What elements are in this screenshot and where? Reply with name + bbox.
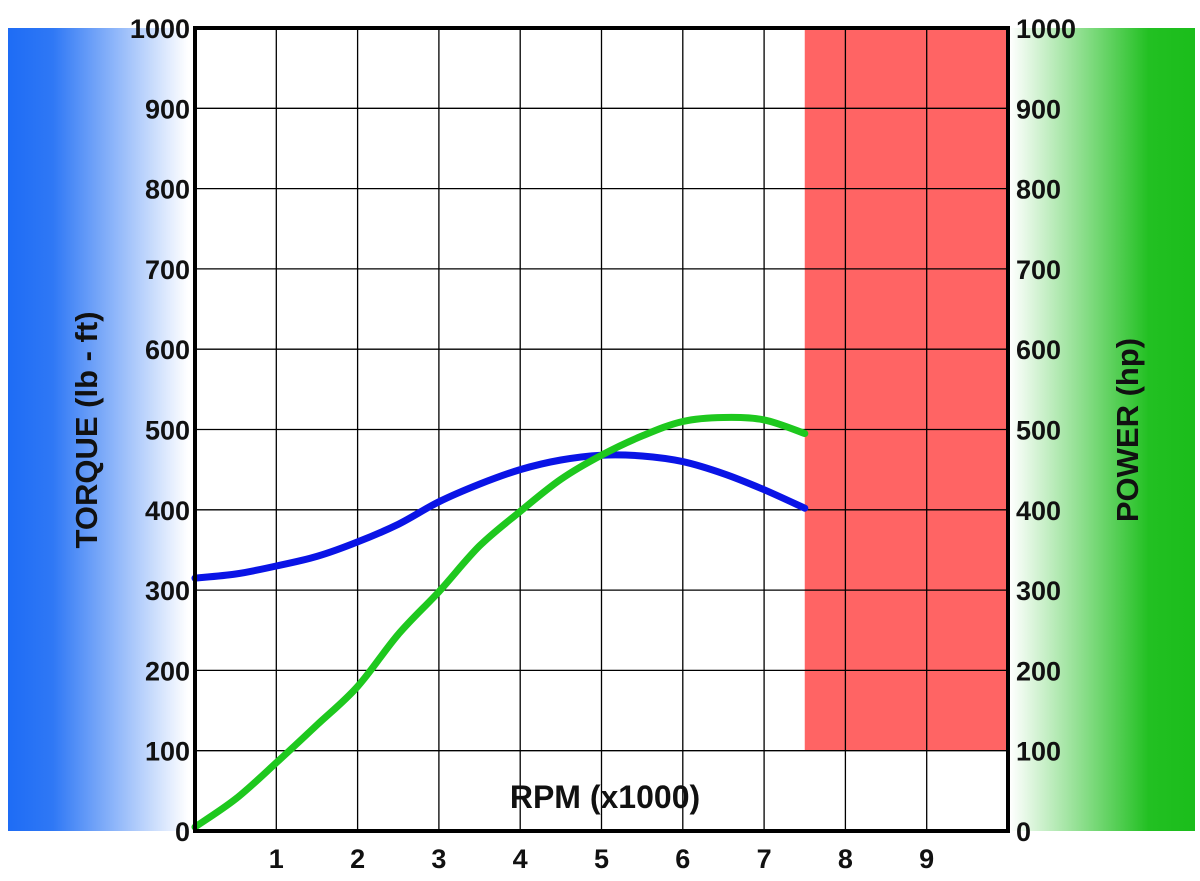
rpm-tick-label: 8 [838, 844, 853, 874]
torque-tick-label: 0 [175, 817, 190, 847]
torque-tick-label: 900 [145, 94, 190, 124]
torque-axis-title: TORQUE (lb - ft) [69, 311, 104, 548]
power-tick-label: 0 [1016, 817, 1031, 847]
power-tick-label: 800 [1016, 175, 1061, 205]
torque-tick-label: 300 [145, 576, 190, 606]
power-tick-label: 500 [1016, 416, 1061, 446]
power-axis-ticks: 0 100 200 300 400 500 600 700 800 900 1000 [1016, 14, 1076, 847]
power-tick-label: 900 [1016, 94, 1061, 124]
rpm-tick-label: 9 [919, 844, 934, 874]
rpm-tick-label: 1 [269, 844, 284, 874]
power-axis-band [1010, 28, 1195, 831]
rpm-tick-label: 2 [350, 844, 365, 874]
power-tick-label: 700 [1016, 255, 1061, 285]
torque-axis-ticks: 0 100 200 300 400 500 600 700 800 900 1000 [130, 14, 190, 847]
redline-zone [804, 28, 1008, 751]
rpm-tick-label: 3 [431, 844, 446, 874]
torque-tick-label: 500 [145, 416, 190, 446]
torque-tick-label: 600 [145, 335, 190, 365]
rpm-tick-label: 5 [594, 844, 609, 874]
power-tick-label: 400 [1016, 496, 1061, 526]
power-tick-label: 600 [1016, 335, 1061, 365]
torque-axis-band [8, 28, 188, 831]
torque-tick-label: 100 [145, 737, 190, 767]
rpm-tick-label: 7 [757, 844, 772, 874]
power-tick-label: 300 [1016, 576, 1061, 606]
power-tick-label: 1000 [1016, 14, 1076, 44]
torque-tick-label: 1000 [130, 14, 190, 44]
x-axis-title: RPM (x1000) [510, 779, 700, 815]
rpm-axis-ticks: 1 2 3 4 5 6 7 8 9 [269, 844, 934, 874]
power-axis-title: POWER (hp) [1110, 338, 1145, 522]
torque-curve [191, 451, 809, 582]
power-curve [191, 413, 809, 831]
rpm-tick-label: 6 [675, 844, 690, 874]
plot-border [193, 26, 1010, 833]
torque-tick-label: 200 [145, 656, 190, 686]
torque-tick-label: 800 [145, 175, 190, 205]
power-tick-label: 100 [1016, 737, 1061, 767]
torque-tick-label: 700 [145, 255, 190, 285]
torque-tick-label: 400 [145, 496, 190, 526]
rpm-tick-label: 4 [513, 844, 528, 874]
power-tick-label: 200 [1016, 656, 1061, 686]
